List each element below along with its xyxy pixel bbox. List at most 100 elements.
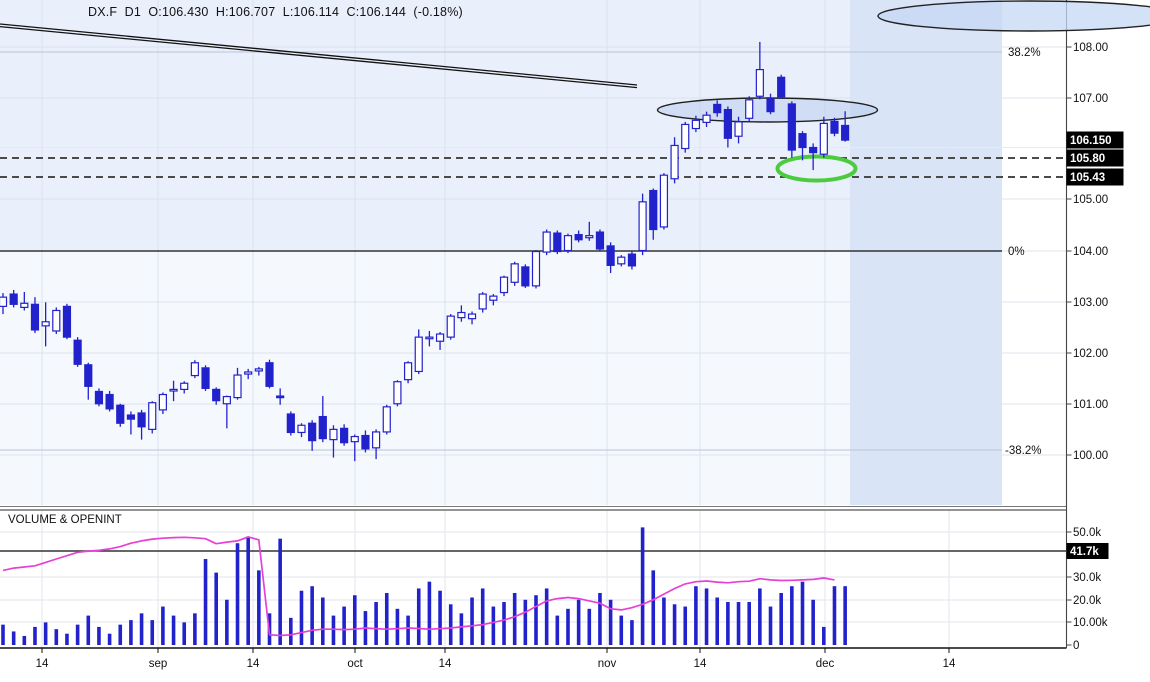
candle[interactable] bbox=[52, 307, 61, 335]
candle[interactable] bbox=[244, 368, 253, 380]
candle[interactable] bbox=[372, 429, 381, 460]
candle[interactable] bbox=[425, 330, 434, 347]
candle[interactable] bbox=[691, 115, 701, 133]
candle[interactable] bbox=[340, 424, 349, 446]
candle[interactable] bbox=[276, 388, 285, 405]
price-tick-label: 107.00 bbox=[1073, 93, 1108, 105]
candle-body bbox=[798, 133, 807, 149]
price-box-bg bbox=[1066, 149, 1124, 167]
candle[interactable] bbox=[403, 361, 413, 384]
candle[interactable] bbox=[627, 251, 637, 270]
candle[interactable] bbox=[148, 401, 157, 434]
candle[interactable] bbox=[73, 337, 82, 367]
candle[interactable] bbox=[329, 425, 338, 458]
candle[interactable] bbox=[435, 332, 445, 350]
candle[interactable] bbox=[521, 264, 530, 288]
candle[interactable] bbox=[563, 233, 573, 254]
candle[interactable] bbox=[265, 359, 274, 389]
green-ellipse-annotation[interactable] bbox=[775, 154, 858, 183]
candle[interactable] bbox=[723, 106, 732, 148]
far-right-ellipse-annotation[interactable] bbox=[877, 0, 1150, 32]
candle[interactable] bbox=[467, 311, 477, 325]
volume-series[interactable] bbox=[1, 527, 847, 645]
candle[interactable] bbox=[670, 137, 679, 184]
candle[interactable] bbox=[62, 303, 72, 340]
candle[interactable] bbox=[84, 362, 93, 400]
candle[interactable] bbox=[489, 294, 498, 306]
candle[interactable] bbox=[361, 430, 370, 453]
volume-bar bbox=[384, 592, 389, 645]
volume-bar bbox=[22, 635, 27, 645]
candle-body bbox=[755, 68, 764, 97]
candle[interactable] bbox=[713, 100, 722, 117]
candle[interactable] bbox=[659, 173, 669, 230]
candle[interactable] bbox=[809, 143, 818, 171]
candle[interactable] bbox=[41, 302, 50, 347]
candle[interactable] bbox=[606, 242, 615, 274]
candle[interactable] bbox=[830, 117, 839, 137]
candle[interactable] bbox=[798, 131, 807, 161]
candle-body bbox=[180, 382, 189, 391]
candle[interactable] bbox=[617, 255, 626, 267]
candle[interactable] bbox=[126, 411, 136, 435]
candle[interactable] bbox=[446, 314, 455, 340]
candle[interactable] bbox=[734, 116, 743, 144]
candle[interactable] bbox=[169, 380, 178, 402]
candle[interactable] bbox=[414, 329, 423, 375]
candle[interactable] bbox=[531, 250, 541, 289]
candle[interactable] bbox=[702, 111, 711, 127]
candle[interactable] bbox=[222, 395, 231, 429]
candle[interactable] bbox=[116, 403, 125, 427]
candle[interactable] bbox=[20, 292, 29, 311]
candle[interactable] bbox=[745, 96, 754, 122]
candle[interactable] bbox=[787, 101, 796, 158]
candle[interactable] bbox=[542, 229, 551, 256]
future-band-zone bbox=[850, 0, 1002, 505]
candle[interactable] bbox=[777, 74, 786, 99]
candle[interactable] bbox=[254, 366, 263, 376]
candle[interactable] bbox=[105, 390, 114, 412]
candle[interactable] bbox=[649, 188, 658, 240]
candle[interactable] bbox=[638, 193, 647, 256]
candle[interactable] bbox=[318, 396, 327, 443]
candle[interactable] bbox=[595, 229, 605, 252]
candlestick-series[interactable] bbox=[0, 41, 850, 462]
candle[interactable] bbox=[190, 360, 199, 379]
candle[interactable] bbox=[9, 289, 18, 308]
candle[interactable] bbox=[137, 409, 146, 440]
candle[interactable] bbox=[457, 305, 466, 322]
candle[interactable] bbox=[841, 111, 850, 142]
candle[interactable] bbox=[819, 116, 828, 158]
candle[interactable] bbox=[308, 420, 317, 451]
candle[interactable] bbox=[94, 388, 104, 407]
candle[interactable] bbox=[553, 230, 562, 255]
candle-body bbox=[542, 231, 551, 253]
candle[interactable] bbox=[510, 261, 519, 286]
candle-body bbox=[318, 415, 327, 440]
candle[interactable] bbox=[180, 381, 189, 394]
candle[interactable] bbox=[286, 411, 295, 436]
candle-body bbox=[595, 231, 605, 250]
candle[interactable] bbox=[574, 230, 583, 243]
candle[interactable] bbox=[350, 434, 359, 462]
candle[interactable] bbox=[499, 275, 509, 297]
candle[interactable] bbox=[393, 380, 402, 407]
candle[interactable] bbox=[212, 387, 221, 405]
candle[interactable] bbox=[201, 365, 210, 391]
candle[interactable] bbox=[382, 404, 391, 435]
candle[interactable] bbox=[297, 423, 306, 438]
candle[interactable] bbox=[585, 221, 594, 241]
candle[interactable] bbox=[0, 293, 8, 315]
candle[interactable] bbox=[233, 367, 242, 400]
candle[interactable] bbox=[158, 392, 167, 414]
candle-body bbox=[766, 98, 775, 113]
volume-bar bbox=[747, 602, 751, 645]
candle[interactable] bbox=[766, 93, 775, 115]
candle[interactable] bbox=[755, 41, 764, 100]
trendline-annotation[interactable] bbox=[0, 23, 638, 89]
candle-body bbox=[126, 414, 136, 420]
candle[interactable] bbox=[478, 292, 487, 313]
candle[interactable] bbox=[681, 121, 690, 153]
candle[interactable] bbox=[30, 297, 40, 334]
